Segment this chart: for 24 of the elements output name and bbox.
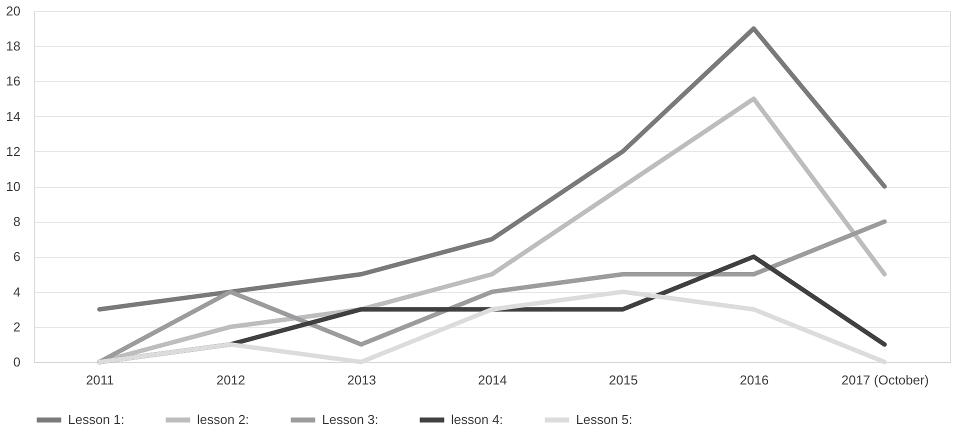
y-tick-label: 8 (13, 214, 20, 230)
y-tick-label: 18 (6, 38, 20, 54)
y-tick-label: 2 (13, 319, 20, 334)
y-tick-label: 0 (13, 354, 20, 370)
x-tick-label: 2014 (478, 372, 507, 388)
line-series (97, 26, 887, 312)
y-tick-label: 12 (6, 144, 20, 159)
y-tick-label: 10 (6, 179, 20, 194)
legend-label: lesson 2: (197, 412, 250, 427)
y-tick-label: 16 (6, 74, 20, 89)
legend-label: lesson 4: (451, 412, 504, 427)
x-tick-label: 2011 (86, 372, 114, 388)
legend-label: Lesson 5: (576, 412, 632, 427)
legend-label: Lesson 3: (322, 412, 378, 427)
x-tick-label: 2013 (347, 372, 376, 388)
y-tick-label: 14 (6, 108, 20, 124)
x-tick-label: 2017 (October) (841, 372, 929, 388)
x-tick-label: 2016 (740, 372, 769, 388)
y-tick-label: 4 (13, 284, 20, 300)
y-tick-label: 20 (6, 4, 20, 18)
legend-label: Lesson 1: (68, 412, 124, 427)
x-tick-label: 2012 (216, 372, 246, 388)
x-tick-label: 2015 (608, 372, 638, 388)
y-tick-label: 6 (13, 249, 20, 264)
